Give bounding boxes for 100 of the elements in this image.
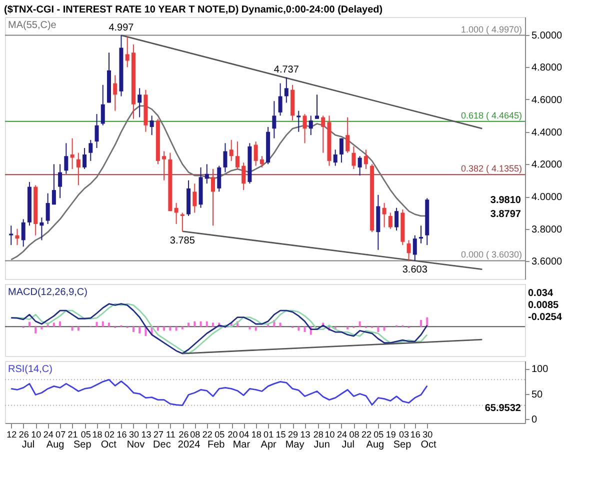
candlestick [406,240,411,262]
bar [108,322,110,327]
x2-tick-label: Aug [366,440,384,450]
candlestick [174,202,178,225]
candlestick [358,156,362,176]
candlestick [15,228,20,246]
bar [188,322,190,327]
x2-tick-label: Nov [126,440,145,450]
bar [377,326,380,332]
y-tick-label: 4.8000 [532,62,563,74]
ref-line-label: 0.000 ( 3.6030) [460,250,522,260]
x2-tick-label: Mar [232,440,251,450]
x-tick-label: 15 [276,430,286,440]
candlestick [315,94,319,120]
candlestick [346,116,350,154]
x-tick-label: 18 [92,430,102,440]
x-tick-label: 08 [349,430,360,440]
ref-line-label: 1.000 ( 4.9970) [460,24,522,34]
candlestick [223,142,228,173]
candlestick [125,36,130,68]
x2-tick-label: Feb [208,440,226,450]
bar [254,326,257,331]
bar [194,321,196,327]
x2-tick-label: Oct [420,440,436,450]
x-tick-label: 11 [166,430,176,440]
y-tick-label: 4.0000 [532,192,563,204]
x-tick-label: 05 [80,430,91,440]
bar [175,326,178,331]
bar [71,326,74,331]
annotation: 3.8797 [490,209,522,220]
x2-tick-label: Jul [342,440,354,450]
chart-title: ($TNX-CGI - INTEREST RATE 10 YEAR T NOTE,D) Dynamic,0:00-24:00 (Delayed) [4,4,383,16]
x-tick-label: 29 [288,430,298,440]
x-tick-label: 01 [264,430,274,440]
candlestick [388,212,392,230]
candlestick [211,168,215,226]
bar [248,326,251,330]
text: -0.0254 [528,312,562,323]
candlestick [308,115,313,136]
x-tick-label: 24 [43,430,54,440]
candlestick [394,207,399,231]
x-tick-label: 05 [374,430,384,440]
x2-tick-label: May [285,440,304,450]
bar [156,326,159,331]
x-tick-label: 08 [190,430,200,440]
candlestick [162,150,166,181]
y-tick-label: 4.2000 [532,160,563,171]
candlestick [217,165,222,192]
y-tick-label: 4.6000 [532,94,563,106]
candlestick [180,212,184,232]
x-tick-label: 12 [6,430,17,440]
bar [52,322,55,327]
bar [279,322,282,327]
candlestick [321,115,326,154]
bar [132,326,134,332]
candlestick [382,202,386,228]
annotation: 4.997 [108,22,134,34]
x2-tick-label: Apr [260,440,278,450]
text: 0.034 [528,288,554,299]
bar [77,326,80,331]
bar [163,326,166,331]
x2-tick-label: Oct [100,440,117,450]
x2-tick-label: Aug [46,440,64,450]
x2-tick-label: Sep [74,440,92,450]
candlestick [302,114,307,144]
text: 0.0085 [528,300,560,311]
bar [383,326,386,331]
x2-tick-label: Sep [393,440,412,450]
candlestick [150,115,154,136]
bar [346,326,349,330]
bar [138,326,141,334]
x2-tick-label: 2024 [178,440,201,450]
bar [420,320,422,327]
annotation: 65.9532 [484,403,522,414]
line-series [10,105,428,260]
y-tick-label: 5.0000 [532,30,563,42]
candlestick [70,138,74,170]
candlestick [242,162,246,191]
candlestick [82,148,87,170]
bar [169,326,172,331]
x-tick-label: 20 [228,430,238,440]
y-tick-label: 50 [532,389,544,400]
text: MA(55,C)e [8,20,57,31]
candlestick [88,139,93,162]
y-tick-label: 0 [532,414,538,426]
x-tick-label: 04 [239,430,250,440]
candlestick [278,82,282,116]
y-tick-label: 4.4000 [532,127,563,138]
candlestick [58,164,62,199]
candlestick [76,152,80,186]
x-tick-label: 07 [56,430,66,440]
bar [212,322,214,327]
y-tick-label: 3.6000 [532,256,563,268]
x2-tick-label: Jun [314,440,330,450]
candlestick [260,156,264,168]
annotation: 3.603 [402,264,428,276]
x-tick-label: 30 [128,430,139,440]
x-tick-label: 22 [361,430,372,440]
x2-tick-label: Dec [153,440,171,450]
x-tick-label: 16 [116,430,127,440]
